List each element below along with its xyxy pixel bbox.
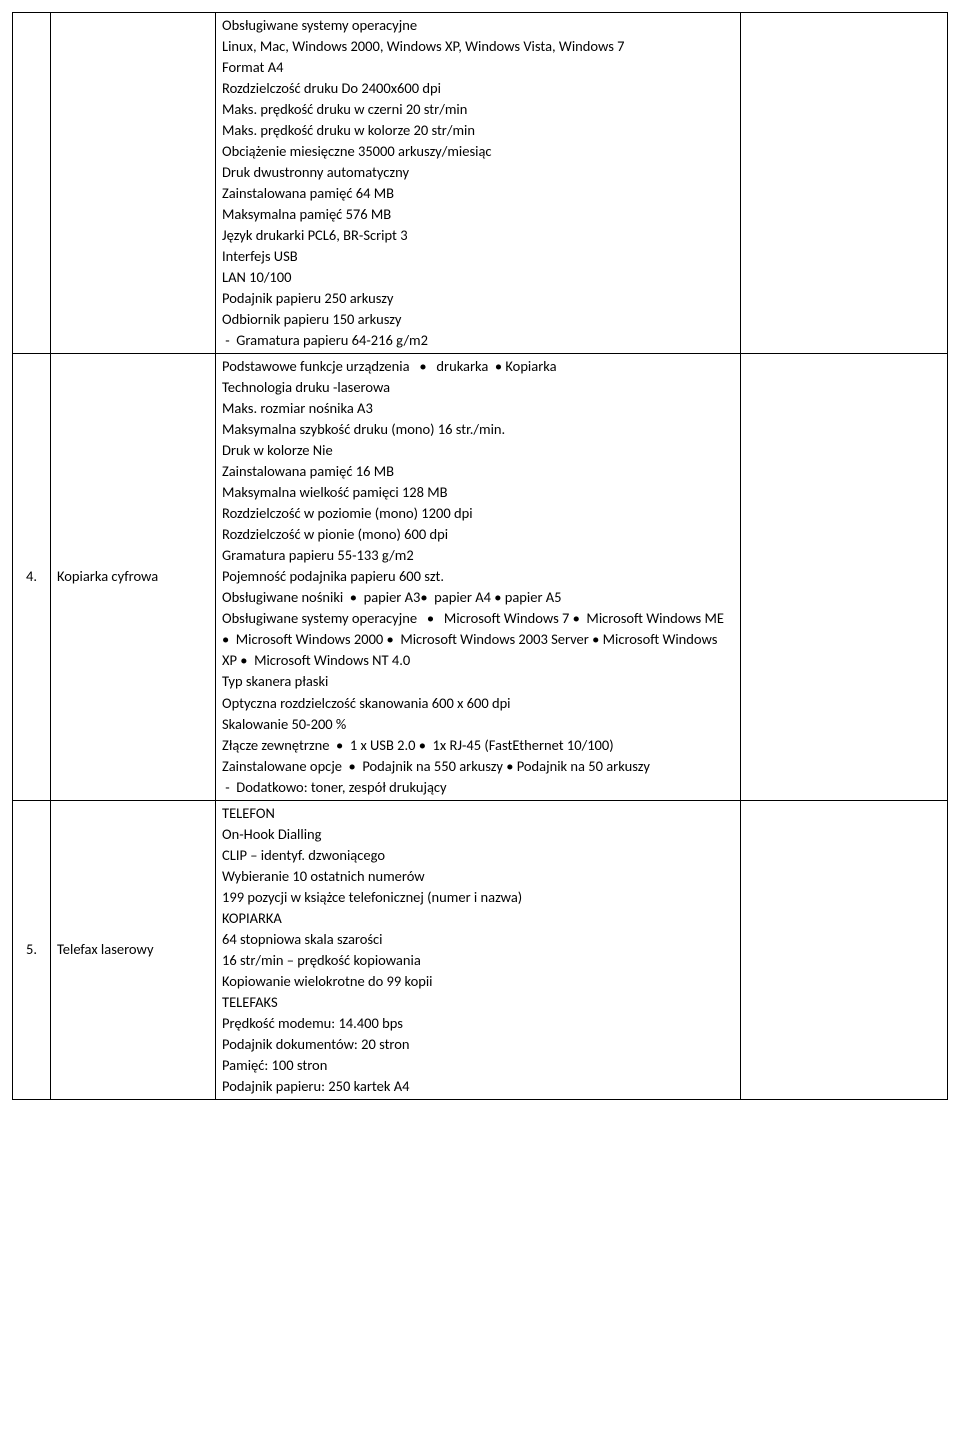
desc-line: Podstawowe funkcje urządzenia • drukarka…	[222, 356, 734, 377]
desc-line: Optyczna rozdzielczość skanowania 600 x …	[222, 693, 734, 714]
spec-table: Obsługiwane systemy operacyjneLinux, Mac…	[12, 12, 948, 1100]
desc-line: TELEFAKS	[222, 992, 734, 1013]
desc-line: - Gramatura papieru 64-216 g/m2	[222, 330, 734, 351]
desc-line: Prędkość modemu: 14.400 bps	[222, 1013, 734, 1034]
desc-line: CLIP – identyf. dzwoniącego	[222, 845, 734, 866]
row-empty	[741, 13, 948, 354]
desc-line: - Dodatkowo: toner, zespół drukujący	[222, 777, 734, 798]
desc-line: Linux, Mac, Windows 2000, Windows XP, Wi…	[222, 36, 734, 57]
row-description: Obsługiwane systemy operacyjneLinux, Mac…	[216, 13, 741, 354]
desc-line: Maksymalna wielkość pamięci 128 MB	[222, 482, 734, 503]
desc-line: Obciążenie miesięczne 35000 arkuszy/mies…	[222, 141, 734, 162]
desc-line: Rozdzielczość w poziomie (mono) 1200 dpi	[222, 503, 734, 524]
desc-line: KOPIARKA	[222, 908, 734, 929]
table-row: Obsługiwane systemy operacyjneLinux, Mac…	[13, 13, 948, 354]
row-number	[13, 13, 51, 354]
desc-line: Odbiornik papieru 150 arkuszy	[222, 309, 734, 330]
desc-line: Zainstalowana pamięć 16 MB	[222, 461, 734, 482]
desc-line: Interfejs USB	[222, 246, 734, 267]
table-row: 4.Kopiarka cyfrowa Podstawowe funkcje urz…	[13, 354, 948, 800]
desc-line: Maksymalna szybkość druku (mono) 16 str.…	[222, 419, 734, 440]
desc-line: Wybieranie 10 ostatnich numerów	[222, 866, 734, 887]
desc-line: 199 pozycji w książce telefonicznej (num…	[222, 887, 734, 908]
row-name	[51, 13, 216, 354]
desc-line: Druk dwustronny automatyczny	[222, 162, 734, 183]
row-description: Podstawowe funkcje urządzenia • drukarka…	[216, 354, 741, 800]
desc-line: Maks. prędkość druku w kolorze 20 str/mi…	[222, 120, 734, 141]
desc-line: LAN 10/100	[222, 267, 734, 288]
row-description: TELEFONOn-Hook DiallingCLIP – identyf. d…	[216, 800, 741, 1099]
desc-line: 16 str/min – prędkość kopiowania	[222, 950, 734, 971]
desc-line: Format A4	[222, 57, 734, 78]
row-name: Kopiarka cyfrowa	[51, 354, 216, 800]
desc-line: Kopiowanie wielokrotne do 99 kopii	[222, 971, 734, 992]
desc-line: TELEFON	[222, 803, 734, 824]
spec-table-body: Obsługiwane systemy operacyjneLinux, Mac…	[13, 13, 948, 1100]
desc-line: Podajnik papieru: 250 kartek A4	[222, 1076, 734, 1097]
desc-line: Rozdzielczość w pionie (mono) 600 dpi	[222, 524, 734, 545]
desc-line: Język drukarki PCL6, BR-Script 3	[222, 225, 734, 246]
desc-line: Obsługiwane systemy operacyjne • Microso…	[222, 608, 734, 671]
desc-line: Gramatura papieru 55-133 g/m2	[222, 545, 734, 566]
desc-line: Zainstalowane opcje • Podajnik na 550 ar…	[222, 756, 734, 777]
desc-line: Obsługiwane systemy operacyjne	[222, 15, 734, 36]
desc-line: 64 stopniowa skala szarości	[222, 929, 734, 950]
desc-line: Maks. rozmiar nośnika A3	[222, 398, 734, 419]
desc-line: Technologia druku -laserowa	[222, 377, 734, 398]
desc-line: Zainstalowana pamięć 64 MB	[222, 183, 734, 204]
desc-line: On-Hook Dialling	[222, 824, 734, 845]
desc-line: Podajnik papieru 250 arkuszy	[222, 288, 734, 309]
row-number: 4.	[13, 354, 51, 800]
desc-line: Złącze zewnętrzne • 1 x USB 2.0 • 1x RJ-…	[222, 735, 734, 756]
desc-line: Typ skanera płaski	[222, 671, 734, 692]
row-number: 5.	[13, 800, 51, 1099]
desc-line: Obsługiwane nośniki • papier A3• papier …	[222, 587, 734, 608]
table-row: 5.Telefax laserowyTELEFONOn-Hook Diallin…	[13, 800, 948, 1099]
desc-line: Maks. prędkość druku w czerni 20 str/min	[222, 99, 734, 120]
row-empty	[741, 354, 948, 800]
row-name: Telefax laserowy	[51, 800, 216, 1099]
row-empty	[741, 800, 948, 1099]
desc-line: Pojemność podajnika papieru 600 szt.	[222, 566, 734, 587]
desc-line: Maksymalna pamięć 576 MB	[222, 204, 734, 225]
desc-line: Druk w kolorze Nie	[222, 440, 734, 461]
desc-line: Podajnik dokumentów: 20 stron	[222, 1034, 734, 1055]
desc-line: Rozdzielczość druku Do 2400x600 dpi	[222, 78, 734, 99]
desc-line: Skalowanie 50-200 %	[222, 714, 734, 735]
desc-line: Pamięć: 100 stron	[222, 1055, 734, 1076]
